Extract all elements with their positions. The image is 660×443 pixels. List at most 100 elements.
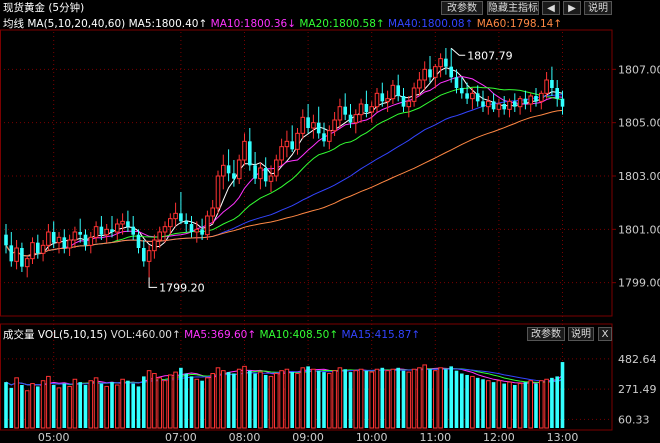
volume-bars: [4, 362, 565, 429]
help-button[interactable]: 说明: [584, 1, 612, 15]
candle: [380, 82, 385, 107]
volume-bar: [210, 373, 215, 429]
candle-body: [337, 106, 343, 121]
candle: [67, 234, 72, 256]
volume-bar: [189, 376, 194, 428]
volume-ma-lines: [5, 367, 563, 386]
price-tick-label: 1807.00: [618, 63, 660, 76]
volume-bar: [513, 385, 517, 428]
candle: [9, 232, 14, 267]
candle: [481, 90, 485, 112]
candle-body: [78, 232, 82, 235]
volume-bar: [396, 367, 400, 428]
candle-body: [284, 140, 290, 148]
volume-close-button[interactable]: X: [598, 327, 612, 341]
candles: [4, 48, 565, 278]
candle: [401, 88, 406, 112]
candle: [449, 48, 453, 83]
volume-bar: [110, 382, 114, 428]
low-marker-label: 1799.20: [159, 281, 205, 294]
hide-indicator-button[interactable]: 隐藏主指标: [487, 1, 539, 15]
prev-button[interactable]: ◀: [542, 1, 560, 15]
candle-body: [322, 133, 326, 142]
candle: [300, 109, 306, 139]
candle: [157, 226, 162, 248]
volume-bar: [539, 380, 544, 429]
volume-bar: [401, 370, 406, 428]
volume-bar: [491, 382, 496, 428]
volume-bar: [274, 373, 279, 429]
candle-body: [417, 79, 422, 89]
ma20-line: [5, 86, 563, 257]
candle-body: [507, 100, 512, 110]
ma20-value: MA20:1800.58↑: [299, 18, 385, 30]
low-marker-line: [148, 277, 158, 288]
candle: [396, 74, 400, 102]
time-tick-label: 11:00: [419, 431, 451, 443]
volume-bar: [517, 383, 523, 429]
candle-body: [248, 141, 252, 166]
candle: [110, 216, 114, 238]
candle: [284, 130, 290, 158]
volume-legend: 成交量 VOL(5,10,15) VOL:460.00↑ MA5:369.60↑…: [3, 327, 420, 342]
volume-bar: [460, 373, 464, 428]
candle: [496, 98, 502, 118]
candle-body: [353, 114, 359, 124]
candle-body: [263, 168, 268, 182]
ma10-line: [5, 75, 563, 257]
candle: [51, 221, 56, 248]
candle: [517, 96, 523, 115]
candle: [507, 98, 512, 118]
volume-change-params-button[interactable]: 改参数: [527, 327, 565, 341]
candle-body: [539, 92, 544, 102]
volume-frame: [0, 323, 613, 431]
volume-bar: [72, 378, 78, 429]
candle: [460, 77, 464, 99]
volume-bar: [295, 373, 300, 429]
price-tick-label: 1801.00: [618, 223, 660, 236]
candle: [173, 202, 178, 227]
candle-body: [517, 98, 523, 108]
candle-body: [470, 92, 475, 100]
volume-bar: [502, 383, 506, 428]
candle-body: [544, 79, 549, 94]
candle-body: [110, 229, 114, 232]
volume-bar: [268, 375, 274, 429]
volume-bar: [444, 369, 448, 428]
volume-bar: [316, 370, 321, 428]
candle: [152, 234, 157, 259]
candle: [438, 53, 443, 78]
next-button[interactable]: ▶: [563, 1, 581, 15]
volume-bar: [99, 383, 104, 428]
volume-bar: [523, 382, 528, 428]
candle-body: [268, 175, 274, 182]
volume-bar: [253, 373, 257, 428]
volume-bar: [534, 383, 538, 428]
volume-bar: [162, 380, 168, 429]
volume-bar: [417, 367, 422, 429]
volume-help-button[interactable]: 说明: [568, 327, 594, 341]
volume-bar: [528, 380, 534, 429]
price-tick-label: 1799.00: [618, 277, 660, 290]
candle-body: [62, 237, 67, 248]
change-params-button[interactable]: 改参数: [441, 1, 483, 15]
candle-body: [528, 95, 534, 105]
candle-body: [555, 88, 559, 99]
ma60-line: [5, 109, 563, 257]
volume-bar: [14, 377, 19, 429]
candle: [523, 90, 528, 110]
candle-body: [348, 114, 353, 123]
volume-bar: [67, 385, 72, 429]
candle-body: [374, 92, 380, 108]
candle-body: [157, 231, 162, 241]
volume-bar: [56, 387, 62, 429]
time-tick-label: 05:00: [38, 431, 70, 443]
candle-body: [205, 215, 210, 236]
candle: [242, 133, 247, 166]
candle: [390, 80, 396, 104]
volume-bar: [481, 379, 485, 428]
candle-body: [253, 165, 257, 179]
candle: [253, 152, 257, 184]
volume-bar: [258, 371, 263, 429]
